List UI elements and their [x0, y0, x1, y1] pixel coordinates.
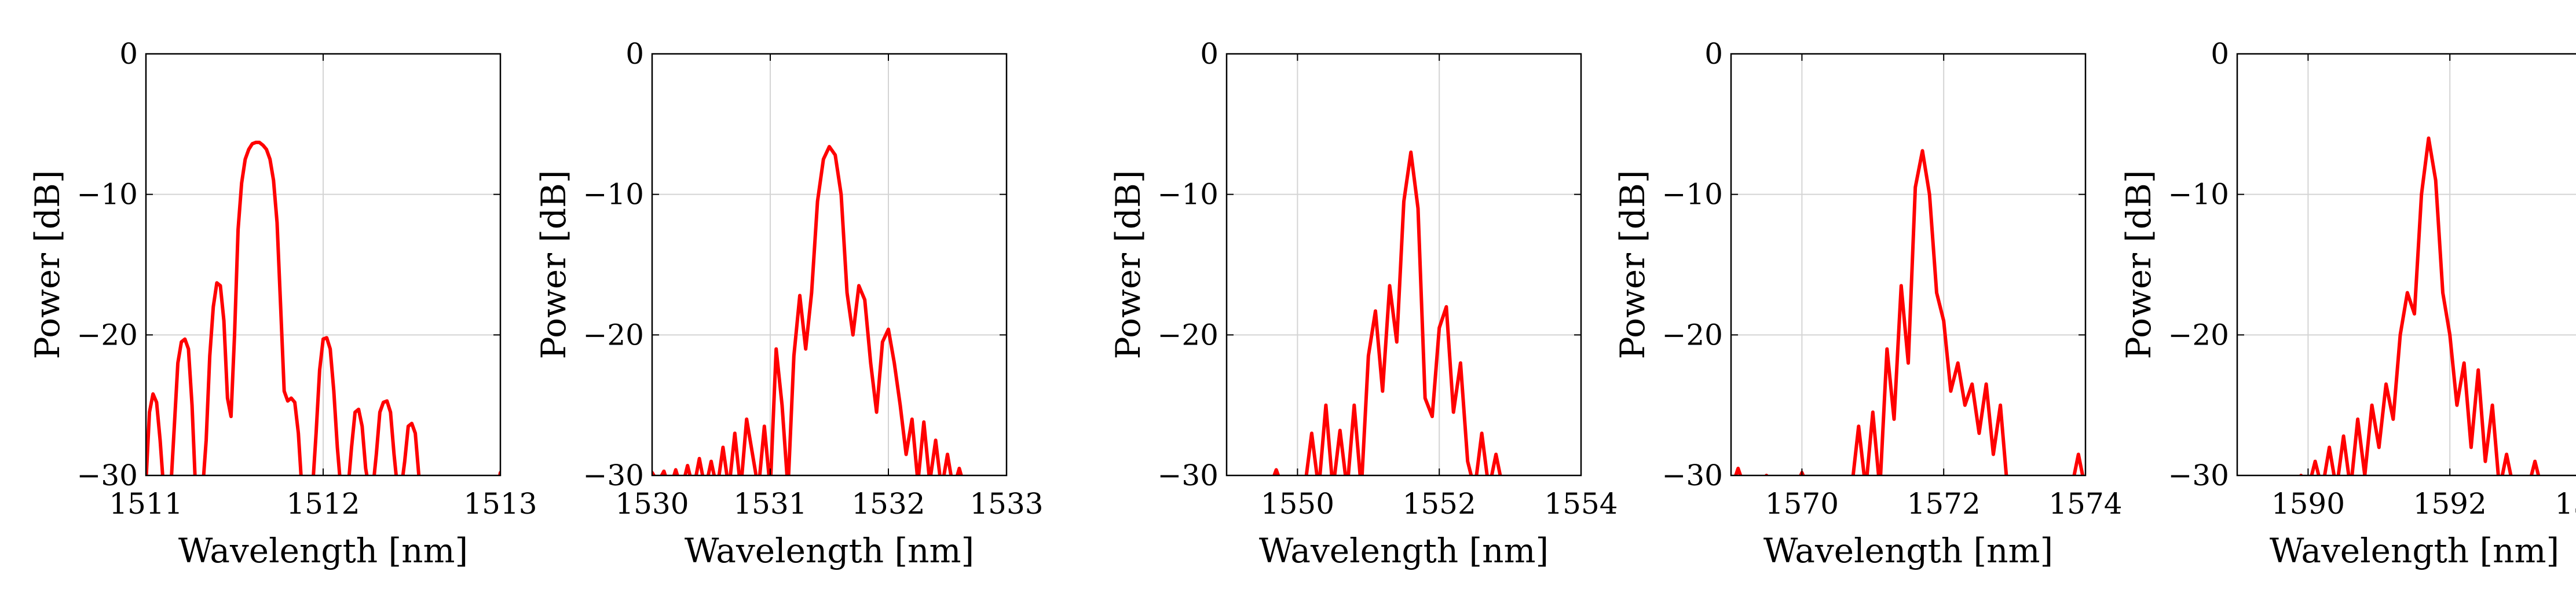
y-axis-label: Power [dB] — [2119, 170, 2158, 360]
y-axis-label: Power [dB] — [1613, 170, 1652, 360]
plot-area — [652, 54, 1007, 475]
x-tick-label: 1570 — [1765, 487, 1839, 521]
x-tick-label: 1513 — [463, 487, 537, 521]
axes-frame — [2236, 53, 2576, 477]
x-tick-label: 1594 — [2555, 487, 2576, 521]
x-axis-label: Wavelength [nm] — [685, 531, 974, 570]
y-tick-label: −30 — [76, 459, 138, 492]
series-line-spectrum — [1733, 149, 2085, 475]
x-tick-label: 1530 — [615, 487, 689, 521]
x-tick-label: 1590 — [2271, 487, 2345, 521]
x-tick-label: 1511 — [109, 487, 182, 521]
y-tick-label: −30 — [1157, 459, 1219, 492]
x-tick-label: 1531 — [733, 487, 807, 521]
x-axis-label: Wavelength [nm] — [1763, 531, 2053, 570]
x-tick-label: 1550 — [1261, 487, 1334, 521]
chart-panel-2: 1530 1531 1532 1533 −30 −20 −10 0 Wavelength [nm… — [534, 37, 1044, 570]
y-tick-label: −10 — [76, 178, 138, 211]
plot-area — [1731, 54, 2085, 475]
series-line-spectrum — [2299, 136, 2541, 475]
y-tick-label: 0 — [1704, 37, 1723, 71]
x-tick-label: 1533 — [969, 487, 1043, 521]
y-tick-label: −20 — [76, 318, 138, 352]
chart-panel-4: 1570 1572 1574 −30 −20 −10 0 Wavelength [nm] Pow… — [1613, 37, 2123, 570]
y-tick-label: 0 — [119, 37, 138, 71]
x-tick-label: 1572 — [1907, 487, 1981, 521]
x-axis-label: Wavelength [nm] — [1259, 531, 1549, 570]
x-tick-label: 1574 — [2048, 487, 2122, 521]
x-tick-label: 1532 — [851, 487, 925, 521]
y-tick-label: −20 — [583, 318, 644, 352]
y-tick-label: −20 — [1662, 318, 1723, 352]
y-tick-label: −30 — [583, 459, 644, 492]
axes-frame — [1225, 53, 1582, 477]
plot-area — [1227, 54, 1581, 475]
chart-panel-5: 1590 1592 1594 −30 −20 −10 0 Wavelength [nm] Pow… — [2119, 37, 2576, 570]
x-axis-label: Wavelength [nm] — [178, 531, 468, 570]
plot-area — [2237, 54, 2576, 475]
y-axis-label: Power [dB] — [534, 170, 573, 360]
y-tick-label: 0 — [625, 37, 644, 71]
series-line-spectrum — [652, 145, 963, 475]
y-tick-label: −10 — [1662, 178, 1723, 211]
axes-frame — [1730, 53, 2087, 477]
x-tick-label: 1552 — [1403, 487, 1476, 521]
y-tick-label: −30 — [2168, 459, 2229, 492]
x-axis-label: Wavelength [nm] — [2270, 531, 2559, 570]
series-line-spectrum — [1272, 150, 1502, 475]
y-tick-label: −10 — [1157, 178, 1219, 211]
series-line-spectrum — [146, 140, 500, 475]
chart-panel-3: 1550 1552 1554 −30 −20 −10 0 Wavelength [nm] Pow… — [1108, 37, 1618, 570]
y-tick-label: −10 — [583, 178, 644, 211]
y-axis-label: Power [dB] — [1108, 170, 1148, 360]
x-tick-label: 1554 — [1544, 487, 1618, 521]
y-tick-label: 0 — [2211, 37, 2229, 71]
y-tick-label: −10 — [2168, 178, 2229, 211]
x-tick-label: 1512 — [286, 487, 360, 521]
y-tick-label: −30 — [1662, 459, 1723, 492]
axes-frame — [651, 53, 1008, 477]
x-tick-label: 1592 — [2413, 487, 2487, 521]
y-tick-label: −20 — [1157, 318, 1219, 352]
axes-frame — [145, 53, 502, 477]
y-tick-label: −20 — [2168, 318, 2229, 352]
y-tick-label: 0 — [1200, 37, 1219, 71]
chart-panel-1: 1511 1512 1513 −30 −20 −10 0 Wavelength [nm] Pow… — [28, 37, 537, 570]
y-axis-label: Power [dB] — [28, 170, 67, 360]
